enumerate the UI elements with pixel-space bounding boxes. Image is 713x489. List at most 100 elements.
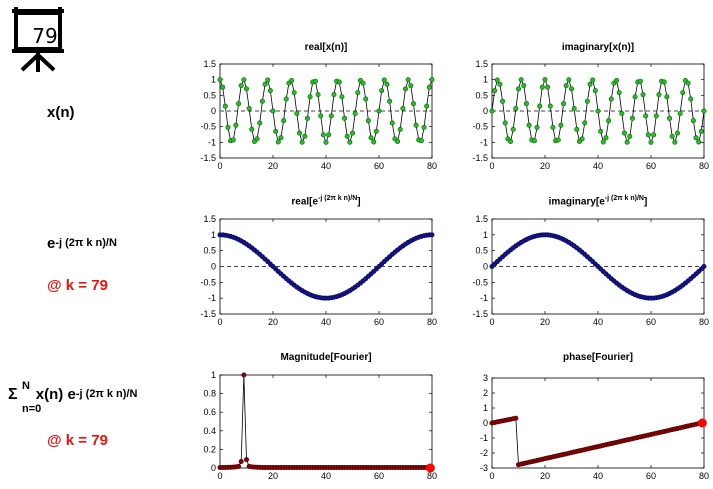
y-tick-label: 0: [483, 418, 488, 428]
data-point: [590, 77, 596, 83]
y-tick-label: -1: [208, 137, 216, 147]
x-tick-label: 40: [321, 161, 331, 171]
x-tick-label: 20: [268, 471, 278, 481]
data-point: [244, 86, 250, 92]
y-tick-label: -0.5: [472, 122, 488, 132]
data-point: [598, 128, 604, 134]
data-point: [408, 83, 414, 89]
data-point: [381, 77, 387, 83]
y-tick-label: -2: [480, 448, 488, 458]
k-value-label: @ k = 79: [47, 277, 108, 294]
x-tick-label: 40: [593, 161, 603, 171]
data-point: [294, 110, 300, 116]
data-point: [616, 90, 622, 96]
data-point: [574, 126, 580, 132]
y-tick-label: 1: [211, 75, 216, 85]
plot-title-real-kernel: real[e-j (2π k n)/N]: [291, 195, 361, 208]
y-tick-label: 0.8: [203, 389, 216, 399]
data-point: [254, 136, 260, 142]
y-tick-label: 0.6: [203, 407, 216, 417]
data-point: [526, 122, 532, 128]
data-point: [323, 139, 329, 145]
data-point: [693, 135, 699, 141]
data-point: [347, 139, 353, 145]
data-point: [555, 137, 561, 143]
data-point: [233, 122, 239, 128]
data-point: [677, 110, 683, 116]
data-point: [545, 84, 551, 90]
x-tick-label: 60: [646, 471, 656, 481]
data-point: [355, 90, 361, 96]
x-tick-label: 0: [489, 317, 494, 327]
data-point: [299, 139, 305, 145]
data-point: [320, 132, 326, 138]
x-tick-label: 20: [268, 161, 278, 171]
data-point: [371, 139, 377, 145]
y-tick-label: 0.5: [475, 90, 488, 100]
data-point: [603, 135, 609, 141]
y-tick-label: -1.5: [472, 153, 488, 163]
x-tick-label: 80: [699, 161, 709, 171]
x-tick-label: 80: [427, 471, 437, 481]
data-point: [643, 113, 649, 119]
y-tick-label: 1.5: [475, 59, 488, 69]
y-tick-label: -1: [480, 293, 488, 303]
data-point: [365, 118, 371, 124]
data-point: [648, 139, 654, 145]
data-point: [531, 138, 537, 144]
data-point: [376, 108, 382, 114]
x-tick-label: 60: [374, 471, 384, 481]
data-point: [701, 108, 707, 114]
data-point: [217, 77, 223, 83]
data-point: [302, 133, 308, 139]
data-point: [225, 124, 231, 130]
data-point: [579, 136, 585, 142]
y-tick-label: 0: [211, 463, 216, 473]
data-point: [331, 92, 337, 98]
y-tick-label: 2: [483, 388, 488, 398]
data-point: [397, 126, 403, 132]
data-point: [368, 135, 374, 141]
data-point: [627, 133, 633, 139]
data-point: [489, 108, 495, 114]
x-tick-label: 20: [540, 471, 550, 481]
y-tick-label: 0: [483, 262, 488, 272]
plot-frame: [491, 377, 705, 469]
data-point: [312, 78, 318, 84]
data-point: [281, 118, 287, 124]
data-point: [629, 115, 635, 121]
data-point: [387, 98, 393, 104]
data-point: [336, 79, 342, 85]
data-point: [265, 77, 271, 83]
sigma-lower-limit: n=0: [22, 403, 42, 415]
data-point: [534, 124, 540, 130]
x-tick-label: 20: [540, 161, 550, 171]
dft-sum-exponent: -j (2π k n)/N: [75, 388, 138, 400]
data-point: [326, 132, 332, 138]
data-point: [640, 92, 646, 98]
data-point: [360, 80, 366, 86]
data-point: [685, 80, 691, 86]
sigma-upper-limit: N: [22, 380, 30, 392]
plot-title-imag-kernel: imaginary[e-j (2π k n)/N]: [548, 195, 648, 208]
data-point: [296, 130, 302, 136]
y-tick-label: 3: [483, 373, 488, 383]
x-tick-label: 0: [489, 161, 494, 171]
y-tick-label: -1: [480, 137, 488, 147]
y-tick-label: 1: [483, 230, 488, 240]
data-point: [241, 77, 247, 83]
y-tick-label: 1: [483, 75, 488, 85]
data-point: [246, 106, 252, 112]
y-tick-label: -1.5: [200, 309, 216, 319]
data-point: [661, 79, 667, 85]
plot-title-imag-x: imaginary[x(n)]: [561, 42, 635, 53]
data-point: [275, 139, 281, 145]
data-point: [521, 83, 527, 89]
y-tick-label: -0.5: [200, 122, 216, 132]
data-point: [410, 101, 416, 107]
data-point: [238, 458, 244, 464]
data-point: [500, 98, 506, 104]
data-point: [513, 415, 519, 421]
y-tick-label: 0.5: [475, 246, 488, 256]
